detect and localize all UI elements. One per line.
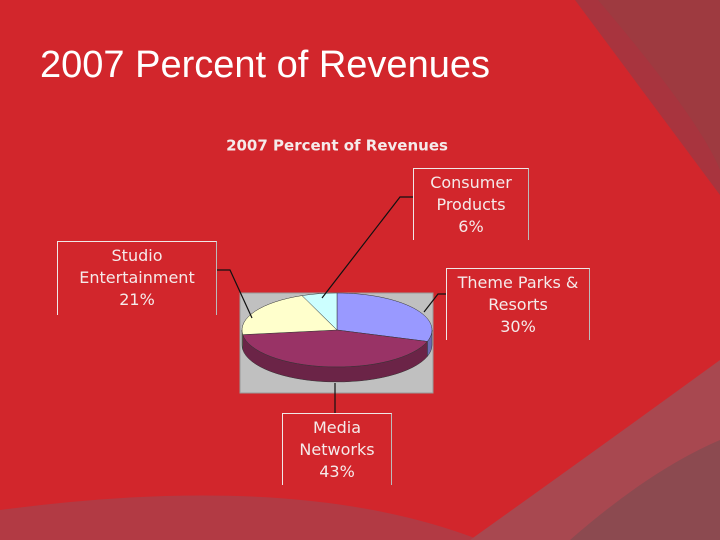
- category-label: Media Networks: [299, 418, 375, 459]
- leader-lines: [217, 196, 446, 413]
- data-label: Media Networks 43%: [282, 413, 392, 485]
- value-label: 6%: [458, 217, 484, 236]
- category-label: Theme Parks & Resorts: [457, 273, 579, 314]
- category-label: Studio Entertainment: [79, 246, 195, 287]
- bottom-shape: [570, 440, 720, 540]
- leader-line: [217, 269, 253, 319]
- bottom-shape: [0, 495, 480, 540]
- slide-title: 2007 Percent of Revenues: [40, 44, 490, 86]
- pie-slice: [241, 295, 338, 335]
- data-label: Theme Parks & Resorts 30%: [446, 268, 590, 340]
- pie: [241, 292, 433, 383]
- value-label: 30%: [500, 317, 536, 336]
- value-label: 43%: [319, 462, 355, 481]
- data-label: Studio Entertainment 21%: [57, 241, 217, 315]
- corner-shape: [598, 0, 720, 170]
- leader-line: [321, 196, 413, 299]
- leader-line: [423, 293, 446, 313]
- category-label: Consumer Products: [430, 173, 512, 214]
- pie-slice: [336, 292, 433, 342]
- value-label: 21%: [119, 290, 155, 309]
- pie-slice: [242, 329, 428, 368]
- pie-slice: [301, 292, 338, 331]
- chart-title: 2007 Percent of Revenues: [226, 137, 448, 155]
- data-label: Consumer Products 6%: [413, 168, 529, 240]
